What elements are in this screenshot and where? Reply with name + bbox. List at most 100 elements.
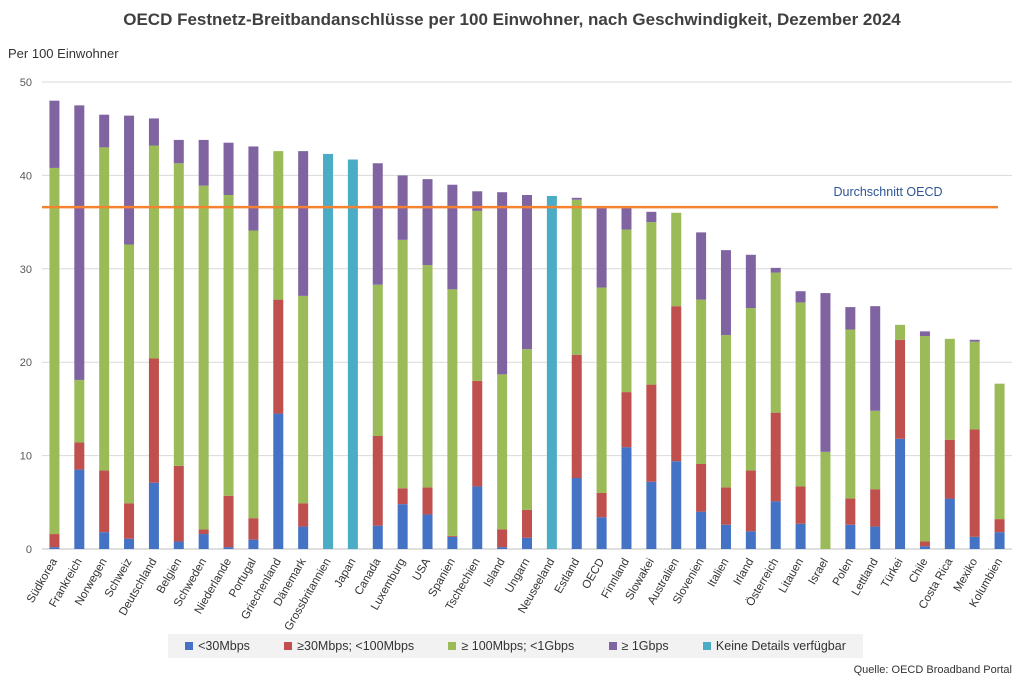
bar-segment <box>273 299 284 414</box>
x-tick-label: Japan <box>332 557 358 590</box>
bar-segment <box>870 526 881 549</box>
bar-segment <box>994 519 1005 533</box>
bar-segment <box>447 536 458 549</box>
bar-segment <box>720 524 731 549</box>
bar-segment <box>621 229 632 393</box>
bar-segment <box>99 147 110 471</box>
bar-segment <box>671 212 682 307</box>
bar-segment <box>571 197 582 200</box>
bar-segment <box>198 185 209 530</box>
bar-segment <box>845 307 856 330</box>
bar-segment <box>546 195 557 549</box>
bar-segment <box>571 199 582 355</box>
bar-segment <box>49 534 60 548</box>
bar-segment <box>944 498 955 549</box>
bar-segment <box>447 184 458 290</box>
bar-segment <box>919 541 930 547</box>
bar-segment <box>198 139 209 186</box>
bar-segment <box>223 547 234 549</box>
bar-segment <box>745 531 756 549</box>
bar-segment <box>49 167 60 535</box>
x-tick-label: Polen <box>831 557 856 588</box>
bar-segment <box>397 504 408 549</box>
x-tick-label: Israel <box>807 557 831 587</box>
bar-segment <box>298 295 309 504</box>
bar-segment <box>148 118 159 146</box>
bar-segment <box>621 208 632 230</box>
bar-segment <box>696 464 707 512</box>
bar-segment <box>99 114 110 148</box>
bar-segment <box>820 451 831 549</box>
x-tick-label: Chile <box>907 557 931 586</box>
y-tick-label: 50 <box>20 77 32 89</box>
x-tick-label: USA <box>411 556 433 583</box>
bar-segment <box>870 489 881 527</box>
bar-segment <box>820 293 831 452</box>
x-tick-label: Grossbritannien <box>283 557 334 633</box>
bar-segment <box>372 525 383 549</box>
bar-segment <box>646 222 657 385</box>
bar-segment <box>472 380 483 487</box>
bar-segment <box>472 191 483 211</box>
bar-segment <box>124 538 135 549</box>
bar-segment <box>248 230 259 519</box>
bar-segment <box>745 308 756 471</box>
bar-segment <box>522 195 532 350</box>
bar-segment <box>173 139 184 164</box>
bar-segment <box>273 151 284 300</box>
bar-segment <box>596 492 607 518</box>
legend-item: <30Mbps <box>185 639 250 653</box>
bar-segment <box>298 526 309 549</box>
legend-swatch <box>185 642 194 650</box>
bar-segment <box>522 509 532 538</box>
bar-segment <box>571 478 582 549</box>
bar-segment <box>497 192 508 375</box>
bar-segment <box>397 488 408 505</box>
legend-label: ≥30Mbps; <100Mbps <box>297 639 415 653</box>
bar-segment <box>895 339 906 439</box>
bar-segment <box>372 435 383 526</box>
bar-segment <box>99 470 110 533</box>
bar-segment <box>646 211 657 223</box>
bar-segment <box>447 535 458 537</box>
y-axis-label: Per 100 Einwohner <box>8 46 119 61</box>
y-tick-label: 40 <box>20 170 32 182</box>
bar-segment <box>148 145 159 359</box>
chart-title: OECD Festnetz-Breitbandanschlüsse per 10… <box>123 10 901 29</box>
bar-segment <box>646 481 657 549</box>
bar-segment <box>173 163 184 466</box>
bar-segment <box>621 447 632 549</box>
bar-segment <box>273 413 284 549</box>
bar-segment <box>298 503 309 527</box>
bar-segment <box>248 146 259 231</box>
y-tick-label: 0 <box>26 544 32 556</box>
legend-label: <30Mbps <box>198 639 250 653</box>
bar-segment <box>248 518 259 540</box>
bar-segment <box>74 442 85 470</box>
bar-segment <box>671 461 682 549</box>
bar-segment <box>671 306 682 462</box>
bar-segment <box>472 486 483 549</box>
bar-segment <box>223 195 234 496</box>
bar-segment <box>696 232 707 300</box>
bar-segment <box>99 532 110 549</box>
bar-segment <box>895 438 906 549</box>
bar-segment <box>870 410 881 490</box>
bar-segment <box>720 487 731 525</box>
bar-segment <box>795 523 806 549</box>
legend-swatch <box>448 642 457 650</box>
bar-segment <box>696 511 707 549</box>
bar-segment <box>919 331 930 337</box>
legend-item: Keine Details verfügbar <box>702 639 846 653</box>
bar-segment <box>248 539 259 549</box>
bar-segment <box>422 179 433 266</box>
bar-segment <box>969 339 980 342</box>
legend-item: ≥30Mbps; <100Mbps <box>284 639 414 653</box>
legend: <30Mbps ≥30Mbps; <100Mbps ≥ 100Mbps; <1Gbp… <box>168 634 863 658</box>
bar-segment <box>148 482 159 549</box>
bar-segment <box>74 379 85 443</box>
bar-segment <box>795 302 806 487</box>
x-tick-label: Italien <box>706 557 732 590</box>
bar-segment <box>944 439 955 499</box>
bar-segment <box>49 100 60 168</box>
